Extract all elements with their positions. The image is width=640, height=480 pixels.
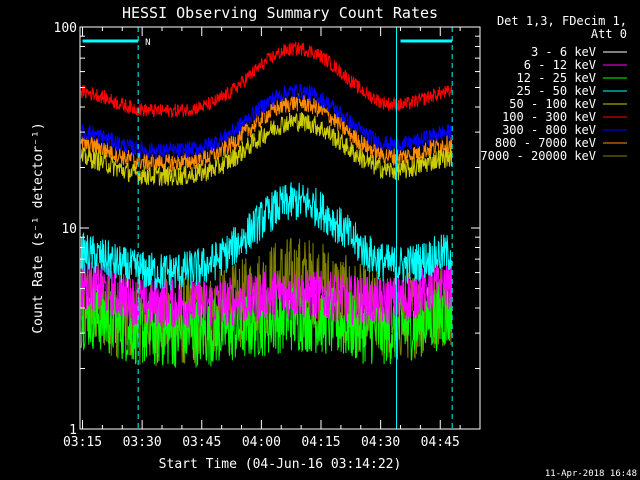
x-tick-label-1: 03:30 <box>123 435 162 450</box>
y-tick-label-0: 1 <box>69 423 77 438</box>
legend-label-50-100-kev: 50 - 100 keV <box>509 97 596 111</box>
series-line-800-7000-kev <box>80 93 453 172</box>
x-tick-label-6: 04:45 <box>421 435 460 450</box>
x-tick-label-0: 03:15 <box>63 435 102 450</box>
legend-header-line-1: Det 1,3, FDecim 1, <box>497 14 627 28</box>
chart-title: HESSI Observing Summary Count Rates <box>122 4 438 22</box>
series-line-6-12-kev <box>80 260 453 329</box>
marker-layer: N <box>82 27 453 429</box>
series-line-50-100-kev <box>80 112 453 186</box>
y-tick-label-2: 100 <box>54 21 77 36</box>
legend-header-line-2: Att 0 <box>591 27 627 41</box>
legend-label-800-7000-kev: 800 - 7000 keV <box>495 136 596 150</box>
legend-label-100-300-kev: 100 - 300 keV <box>502 110 596 124</box>
legend-label-12-25-kev: 12 - 25 keV <box>517 71 596 85</box>
series-line-25-50-kev <box>80 182 453 291</box>
footer-date: 11-Apr-2018 16:48 <box>545 469 637 479</box>
legend-label-7000-20000-kev: 7000 - 20000 keV <box>480 149 596 163</box>
series-line-100-300-kev <box>80 41 453 118</box>
legend-label-300-800-kev: 300 - 800 keV <box>502 123 596 137</box>
legend-label-3-6-kev: 3 - 6 keV <box>531 45 596 59</box>
y-tick-label-1: 10 <box>61 222 77 237</box>
series-line-300-800-kev <box>80 83 453 160</box>
x-tick-label-3: 04:00 <box>242 435 281 450</box>
x-axis-label: Start Time (04-Jun-16 03:14:22) <box>159 457 402 472</box>
axis-layer: 03:15 03:30 03:45 04:00 04:15 04:30 04:45 1 10 10… <box>54 21 480 450</box>
x-tick-label-2: 03:45 <box>182 435 221 450</box>
x-tick-label-4: 04:15 <box>301 435 340 450</box>
flag-label: N <box>145 38 150 48</box>
series-layer <box>80 41 453 368</box>
y-axis-label: Count Rate (s⁻¹ detector⁻¹) <box>31 122 46 333</box>
x-tick-label-5: 04:30 <box>361 435 400 450</box>
legend-label-25-50-kev: 25 - 50 keV <box>517 84 596 98</box>
legend-label-6-12-kev: 6 - 12 keV <box>524 58 596 72</box>
